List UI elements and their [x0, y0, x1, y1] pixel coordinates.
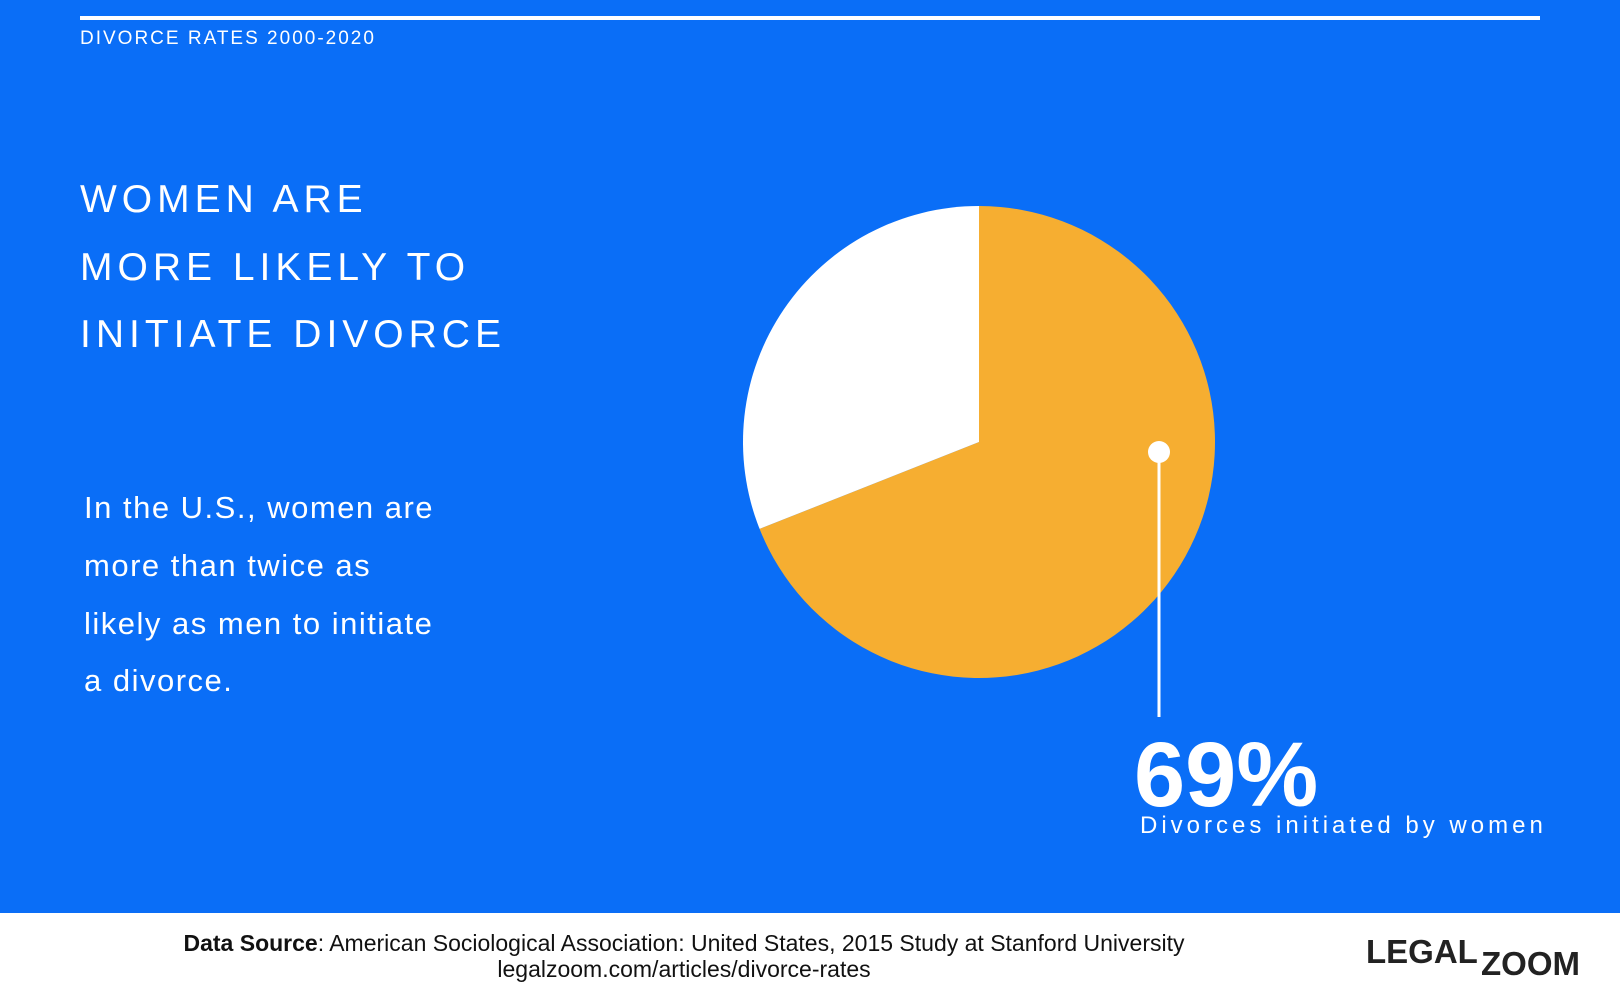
headline-line: WOMEN ARE [80, 178, 368, 221]
source-label: Data Source [183, 930, 317, 956]
pie-chart: 69%Divorces initiated by women [743, 206, 1547, 839]
pie-slice [759, 206, 1215, 678]
logo-legal: LEGAL [1366, 933, 1478, 970]
footer-band [0, 913, 1620, 999]
source-line: Data Source: American Sociological Assoc… [183, 930, 1185, 956]
pie-slice [743, 206, 979, 529]
body-line: likely as men to initiate [84, 606, 433, 641]
callout-dot [1148, 441, 1170, 463]
value-label: 69% [1134, 724, 1318, 826]
body-line: In the U.S., women are [84, 490, 434, 525]
body-line: a divorce. [84, 663, 233, 698]
headline-line: MORE LIKELY TO [80, 246, 470, 289]
headline-line: INITIATE DIVORCE [80, 313, 506, 356]
source-text: : American Sociological Association: Uni… [318, 930, 1185, 956]
kicker: DIVORCE RATES 2000-2020 [80, 28, 376, 49]
slice-label: Divorces initiated by women [1140, 812, 1547, 839]
body-line: more than twice as [84, 548, 371, 583]
logo-zoom: ZOOM [1481, 945, 1580, 982]
source-url: legalzoom.com/articles/divorce-rates [497, 956, 870, 982]
